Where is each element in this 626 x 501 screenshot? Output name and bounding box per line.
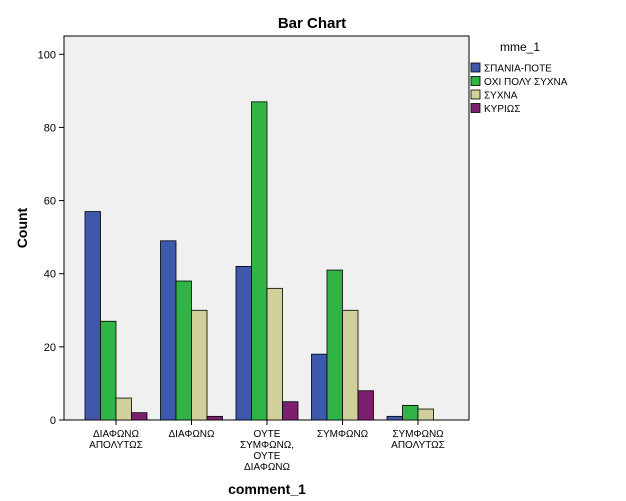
x-tick-label: ΣΥΜΦΩΝΩ, xyxy=(240,440,294,451)
legend: mme_1 ΣΠΑΝΙΑ-ΠΟΤΕ ΟΧΙ ΠΟΛΥ ΣΥΧΝΑ ΣΥΧΝΑ ΚΥΡΙ… xyxy=(470,40,568,115)
chart-title: Bar Chart xyxy=(278,15,346,32)
bar xyxy=(326,269,343,421)
x-tick-label: ΔΙΑΦΩΝΩ xyxy=(244,462,291,473)
bar xyxy=(311,353,328,421)
y-tick-label: 80 xyxy=(44,122,56,134)
legend-swatch xyxy=(470,103,481,113)
bar xyxy=(357,390,374,421)
y-axis: 0 20 40 60 80 100 xyxy=(38,49,64,427)
legend-swatch xyxy=(470,62,481,73)
y-tick-label: 0 xyxy=(50,415,56,427)
bar xyxy=(417,408,434,421)
bar xyxy=(175,280,192,421)
bar xyxy=(206,415,223,421)
bar xyxy=(100,320,117,421)
y-axis-title: Count xyxy=(14,207,30,248)
legend-label: ΣΠΑΝΙΑ-ΠΟΤΕ xyxy=(484,64,552,75)
bar xyxy=(131,412,148,421)
x-tick-label: ΟΥΤΕ xyxy=(254,429,281,440)
x-tick-label: ΣΥΜΦΩΝΩ xyxy=(317,429,369,440)
x-tick-label: ΔΙΑΦΩΝΩ xyxy=(169,429,216,440)
bar xyxy=(402,404,419,421)
bar xyxy=(115,397,132,421)
bars xyxy=(84,101,434,421)
legend-label: ΣΥΧΝΑ xyxy=(484,91,518,102)
bar xyxy=(84,211,101,421)
bar xyxy=(251,101,268,421)
x-tick-label: ΟΥΤΕ xyxy=(254,451,281,462)
legend-swatch xyxy=(470,76,481,86)
bar xyxy=(160,240,177,421)
x-tick-label: ΑΠΟΛΥΤΩΣ xyxy=(89,440,143,451)
bar xyxy=(386,415,403,421)
legend-swatch xyxy=(470,89,481,100)
bar xyxy=(342,309,359,421)
x-axis-title: comment_1 xyxy=(228,481,306,497)
y-tick-label: 60 xyxy=(44,196,56,208)
bar xyxy=(266,287,283,421)
bar xyxy=(282,401,299,421)
legend-label: ΚΥΡΙΩΣ xyxy=(484,104,520,115)
x-tick-label: ΔΙΑΦΩΝΩ xyxy=(93,429,140,440)
y-tick-label: 20 xyxy=(44,342,56,354)
x-tick-label: ΑΠΟΛΥΤΩΣ xyxy=(391,440,445,451)
x-tick-label: ΣΥΜΦΩΝΩ xyxy=(392,429,444,440)
y-tick-label: 100 xyxy=(38,49,56,61)
bar xyxy=(191,309,208,421)
y-tick-label: 40 xyxy=(44,269,56,281)
legend-label: ΟΧΙ ΠΟΛΥ ΣΥΧΝΑ xyxy=(484,77,568,88)
bar xyxy=(235,265,252,421)
legend-title: mme_1 xyxy=(500,40,540,54)
